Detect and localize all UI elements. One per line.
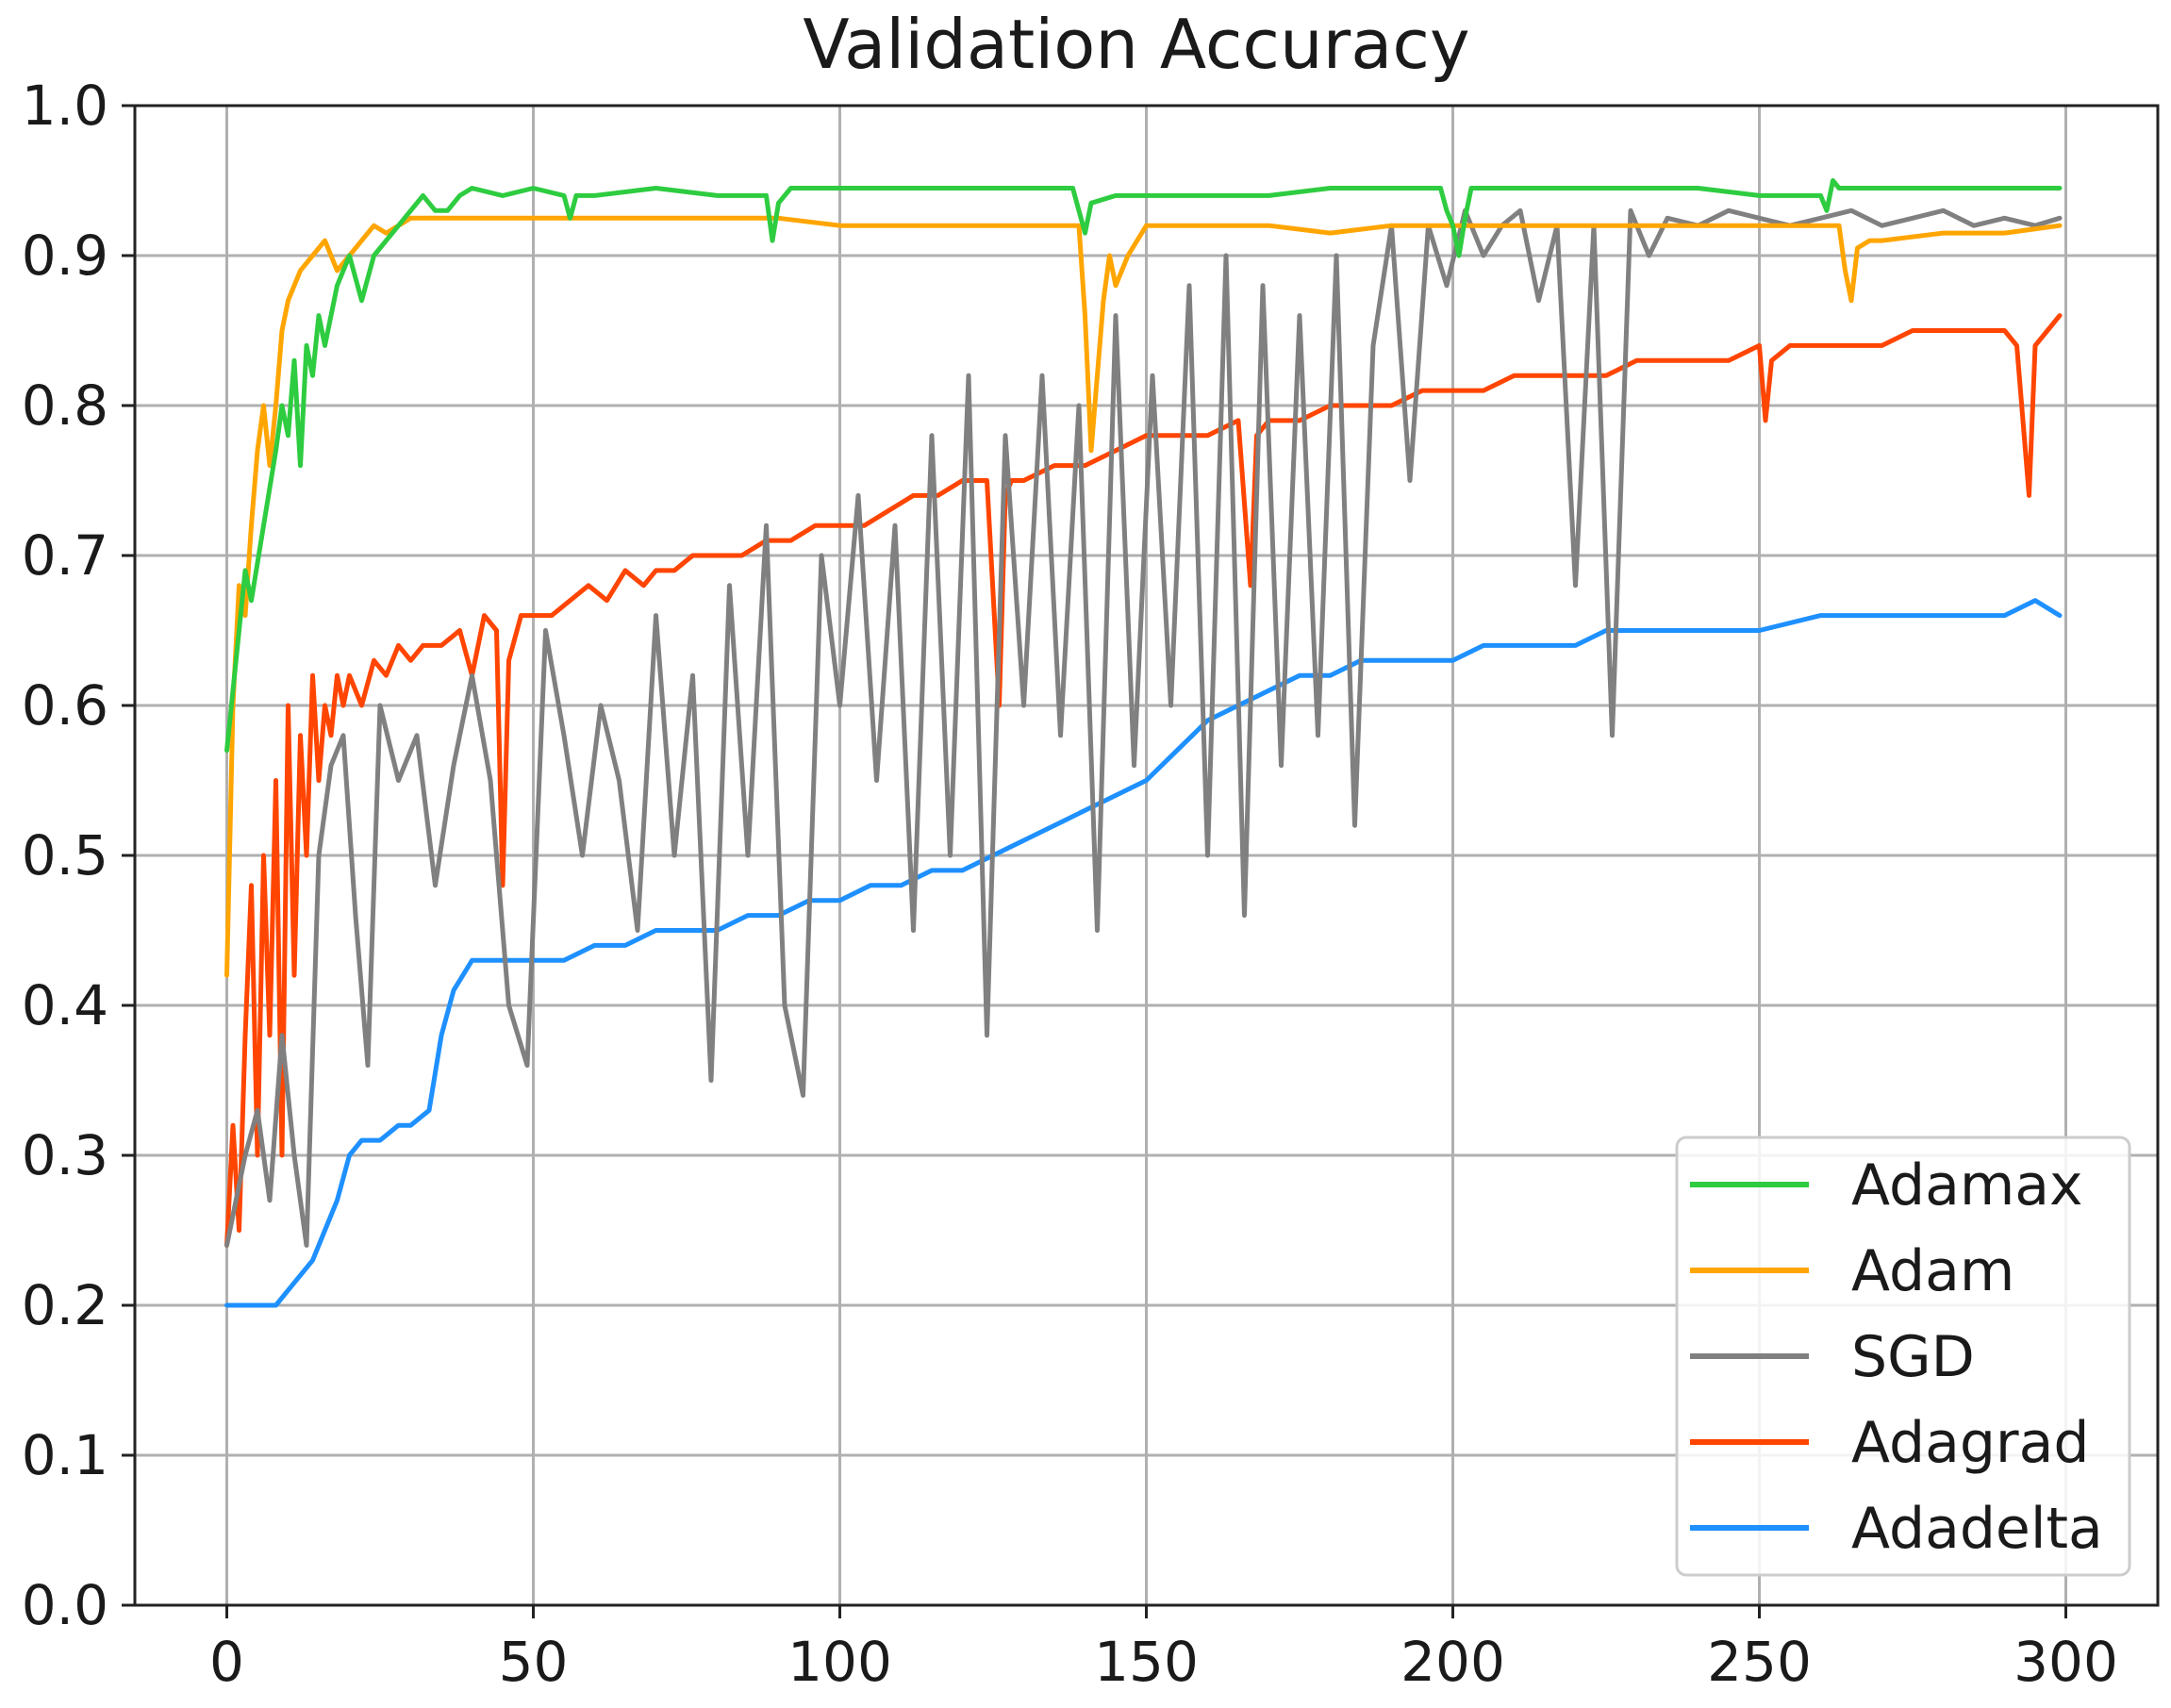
x-tick-label: 300	[2014, 1630, 2118, 1694]
y-tick-label: 0.8	[22, 373, 108, 438]
series-line-adam	[224, 215, 2063, 978]
x-tick-label: 0	[209, 1630, 244, 1694]
series-line-sgd	[224, 207, 2063, 1248]
series-line-adadelta	[224, 598, 2063, 1308]
y-tick-label: 0.0	[22, 1573, 108, 1637]
axis-ticks: 0 50 100 150 200 250 300 0.0 0.1 0.2 0.3 0.4 0.5 0.6 0…	[22, 74, 2118, 1694]
x-tick-label: 150	[1094, 1630, 1199, 1694]
series-line-adamax	[224, 178, 2063, 754]
y-tick-label: 0.4	[22, 973, 108, 1037]
legend-label-adadelta: Adadelta	[1851, 1496, 2103, 1562]
y-tick-label: 0.3	[22, 1123, 108, 1187]
legend-label-adam: Adam	[1851, 1238, 2014, 1304]
chart-title: Validation Accuracy	[803, 5, 1469, 84]
series-line-adagrad	[224, 313, 2063, 1248]
series-lines	[224, 178, 2063, 1308]
x-tick-label: 200	[1400, 1630, 1505, 1694]
legend-label-sgd: SGD	[1851, 1324, 1975, 1390]
y-tick-label: 0.6	[22, 673, 108, 738]
y-tick-label: 0.7	[22, 523, 108, 588]
x-tick-label: 100	[787, 1630, 892, 1694]
legend-label-adamax: Adamax	[1851, 1152, 2083, 1219]
legend-label-adagrad: Adagrad	[1851, 1410, 2089, 1476]
legend: Adamax Adam SGD Adagrad Adadelta	[1675, 1136, 2131, 1577]
y-tick-label: 0.1	[22, 1423, 108, 1487]
y-tick-label: 1.0	[22, 74, 108, 138]
y-tick-label: 0.2	[22, 1273, 108, 1337]
x-tick-label: 50	[499, 1630, 569, 1694]
x-tick-label: 250	[1707, 1630, 1812, 1694]
legend-box	[1675, 1136, 2131, 1577]
y-tick-label: 0.5	[22, 823, 108, 887]
y-tick-label: 0.9	[22, 224, 108, 288]
